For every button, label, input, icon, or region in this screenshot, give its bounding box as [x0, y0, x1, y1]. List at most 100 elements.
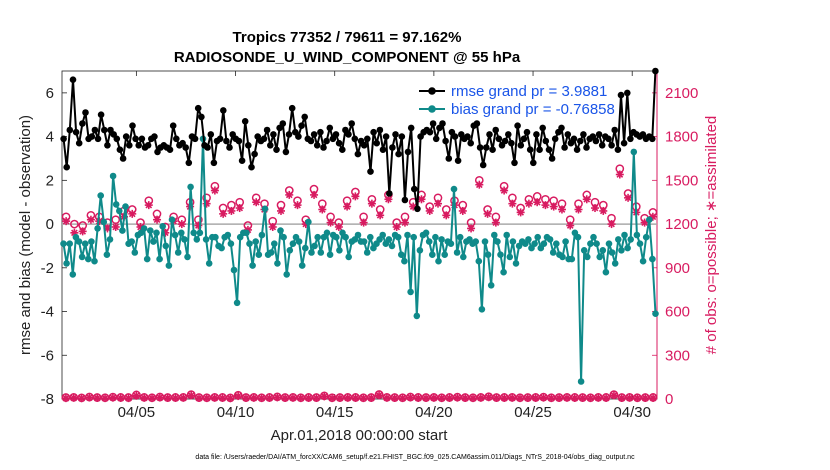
obs-bottom-assimilated-marker	[265, 393, 274, 402]
rmse-point	[483, 144, 490, 151]
obs-assimilated-marker	[434, 199, 443, 208]
obs-assimilated-marker-stroke	[616, 171, 624, 178]
rmse-point	[354, 150, 362, 158]
bias-point	[153, 229, 160, 237]
obs-assimilated-marker-stroke	[467, 225, 475, 232]
obs-bottom-assimilated-marker-stroke	[516, 394, 524, 402]
rmse-point	[210, 159, 218, 167]
obs-possible-marker	[70, 219, 79, 229]
obs-assimilated-marker	[541, 201, 550, 210]
obs-bottom-assimilated-marker-stroke	[101, 394, 109, 402]
bias-point	[491, 231, 498, 239]
bias-point	[546, 236, 554, 243]
rmse-point	[523, 128, 531, 136]
bias-point	[602, 268, 610, 276]
obs-bottom-assimilated-marker-stroke	[70, 394, 78, 402]
obs-bottom-assimilated-marker-stroke	[407, 394, 414, 401]
obs-bottom-assimilated-marker-stroke	[242, 394, 250, 402]
rmse-point	[317, 128, 324, 136]
rmse-point	[332, 131, 340, 138]
obs-assimilated-marker	[591, 204, 600, 213]
obs-bottom-assimilated-marker	[469, 394, 478, 403]
obs-assimilated-marker-stroke	[343, 203, 351, 210]
obs-assimilated-marker	[78, 227, 87, 236]
bias-point	[193, 236, 201, 243]
obs-bottom-assimilated-marker	[226, 394, 235, 403]
obs-bottom-assimilated-marker-stroke	[430, 394, 438, 402]
bias-point	[342, 233, 349, 241]
obs-bottom-assimilated-marker-stroke	[336, 394, 344, 402]
bias-point	[621, 231, 628, 239]
rmse-point	[432, 135, 440, 143]
bias-point	[178, 229, 185, 237]
bias-point	[295, 238, 303, 245]
legend-rmse-label: rmse grand pr = 3.9881	[451, 83, 607, 100]
obs-bottom-assimilated-marker	[578, 393, 587, 402]
bias-point	[187, 183, 194, 191]
obs-bottom-assimilated-marker	[288, 393, 297, 402]
obs-bottom-assimilated-marker	[140, 393, 149, 402]
obs-assimilated-marker	[111, 222, 120, 231]
obs-bottom-assimilated-marker	[570, 393, 579, 402]
obs-assimilated-marker-stroke	[112, 223, 120, 231]
rmse-point	[476, 144, 484, 151]
bias-point	[165, 262, 173, 269]
obs-bottom-assimilated-marker	[187, 391, 196, 400]
rmse-point	[395, 150, 402, 158]
bias-point	[274, 260, 281, 267]
chart-title-line2: RADIOSONDE_U_WIND_COMPONENT @ 55 hPa	[174, 49, 521, 66]
bias-point	[91, 257, 98, 265]
bias-point	[218, 244, 225, 252]
obs-bottom-assimilated-marker-stroke	[367, 394, 375, 402]
bias-point	[249, 262, 256, 269]
obs-bottom-assimilated-marker	[210, 393, 219, 402]
rmse-point	[151, 133, 158, 140]
bias-point	[81, 240, 89, 247]
obs-assimilated-marker-stroke	[525, 200, 533, 208]
rmse-point	[101, 126, 108, 134]
rmse-point	[310, 131, 318, 138]
obs-bottom-assimilated-marker-stroke	[117, 394, 125, 402]
bias-point	[484, 251, 492, 258]
obs-bottom-assimilated-marker	[649, 393, 658, 402]
obs-assimilated-marker	[252, 198, 261, 207]
rmse-point	[464, 133, 471, 140]
bias-point	[577, 378, 585, 385]
rmse-point	[260, 135, 268, 143]
obs-bottom-assimilated-marker	[108, 393, 117, 402]
obs-bottom-assimilated-marker-stroke	[226, 394, 234, 402]
obs-bottom-assimilated-marker-stroke	[305, 394, 312, 402]
rmse-point	[492, 126, 500, 134]
obs-assimilated-marker	[334, 222, 343, 231]
obs-bottom-assimilated-marker	[77, 394, 86, 403]
obs-bottom-assimilated-marker-stroke	[524, 394, 532, 402]
rmse-series	[60, 67, 659, 213]
obs-bottom-assimilated-marker-stroke	[320, 393, 328, 400]
obs-assimilated-marker	[574, 205, 583, 214]
bias-point	[611, 260, 619, 267]
rmse-point	[379, 146, 387, 153]
obs-assimilated-marker-stroke	[269, 223, 277, 231]
obs-bottom-assimilated-marker-stroke	[500, 394, 508, 402]
obs-bottom-assimilated-marker-stroke	[579, 394, 586, 402]
rmse-point	[382, 133, 390, 140]
rmse-point	[439, 120, 446, 127]
obs-bottom-assimilated-marker	[633, 394, 642, 403]
rmse-point	[558, 124, 565, 132]
bias-point	[78, 253, 86, 261]
obs-assimilated-marker	[467, 224, 476, 233]
obs-bottom-assimilated-marker-stroke	[461, 394, 469, 402]
obs-bottom-assimilated-marker-stroke	[547, 394, 555, 402]
legend-rmse-marker	[428, 87, 436, 95]
bias-point	[590, 233, 597, 241]
obs-assimilated-marker-stroke	[368, 200, 376, 208]
obs-bottom-assimilated-marker-stroke	[203, 394, 211, 402]
obs-assimilated-marker-stroke	[591, 204, 599, 212]
bias-point	[587, 240, 594, 247]
rmse-point	[91, 126, 99, 134]
rmse-point	[598, 142, 606, 149]
obs-bottom-assimilated-marker	[163, 393, 172, 402]
rmse-point	[573, 146, 581, 153]
obs-bottom-assimilated-marker	[69, 393, 78, 402]
